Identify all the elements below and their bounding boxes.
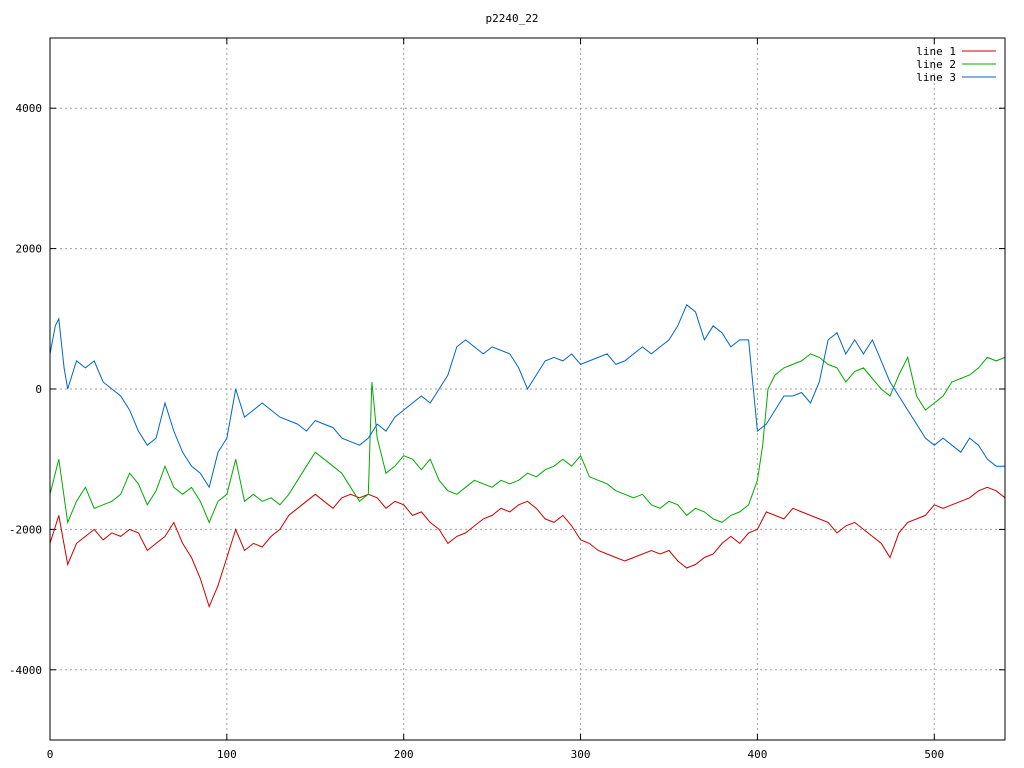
legend-label: line 3 <box>916 71 956 84</box>
chart-title: p2240_22 <box>486 12 539 25</box>
legend-label: line 2 <box>916 58 956 71</box>
y-tick-label: -4000 <box>9 664 42 677</box>
axes: -4000 -2000 0 2000 4000 0 100 200 300 400 500 <box>9 38 1005 761</box>
y-tick-label: 0 <box>35 383 42 396</box>
grid <box>50 38 1005 740</box>
x-tick-label: 100 <box>217 748 237 761</box>
series-line-1 <box>49 486 1006 609</box>
series-line-2 <box>49 353 1006 525</box>
y-tick-label: 2000 <box>16 243 43 256</box>
y-tick-label: -2000 <box>9 523 42 536</box>
series-group <box>49 303 1006 609</box>
plot-frame <box>49 37 1006 741</box>
x-tick-label: 300 <box>571 748 591 761</box>
x-tick-label: 200 <box>394 748 414 761</box>
legend-label: line 1 <box>916 45 956 58</box>
y-tick-label: 4000 <box>16 102 43 115</box>
x-tick-label: 400 <box>747 748 767 761</box>
x-tick-label: 500 <box>924 748 944 761</box>
x-tick-label: 0 <box>47 748 54 761</box>
series-line-3 <box>49 303 1005 489</box>
